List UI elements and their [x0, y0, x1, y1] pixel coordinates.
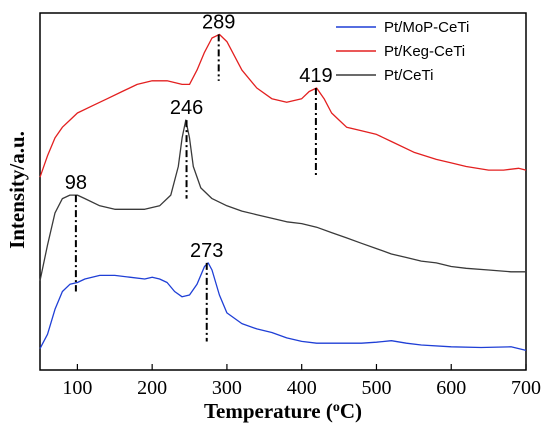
legend-label: Pt/MoP-CeTi: [384, 19, 469, 36]
x-tick-label: 400: [287, 377, 317, 399]
x-axis-ticks: 100 200 300 400 500 600 700: [62, 364, 541, 399]
peak-label: 98: [65, 172, 87, 194]
peak-annotations: 98 246 289 419 273: [65, 11, 333, 342]
legend: Pt/MoP-CeTi Pt/Keg-CeTi Pt/CeTi: [336, 19, 469, 84]
series-line-1: [39, 33, 527, 178]
peak-label: 289: [202, 11, 235, 33]
series-line-0: [39, 262, 527, 352]
peak-label: 246: [170, 97, 203, 119]
x-tick-label: 200: [137, 377, 167, 399]
series-line-2: [39, 119, 526, 281]
x-tick-label: 100: [62, 377, 92, 399]
y-axis-title: Intensity/a.u.: [5, 131, 29, 249]
legend-label: Pt/Keg-CeTi: [384, 43, 465, 60]
x-tick-label: 500: [361, 377, 391, 399]
x-tick-label: 700: [511, 377, 541, 399]
series-layer: [39, 33, 527, 352]
x-tick-label: 300: [212, 377, 242, 399]
x-tick-label: 600: [436, 377, 466, 399]
x-axis-title: Temperature (oC): [204, 399, 362, 423]
plot-frame: [39, 12, 527, 371]
legend-label: Pt/CeTi: [384, 67, 433, 84]
peak-label: 273: [190, 240, 223, 262]
peak-label: 419: [299, 65, 332, 87]
